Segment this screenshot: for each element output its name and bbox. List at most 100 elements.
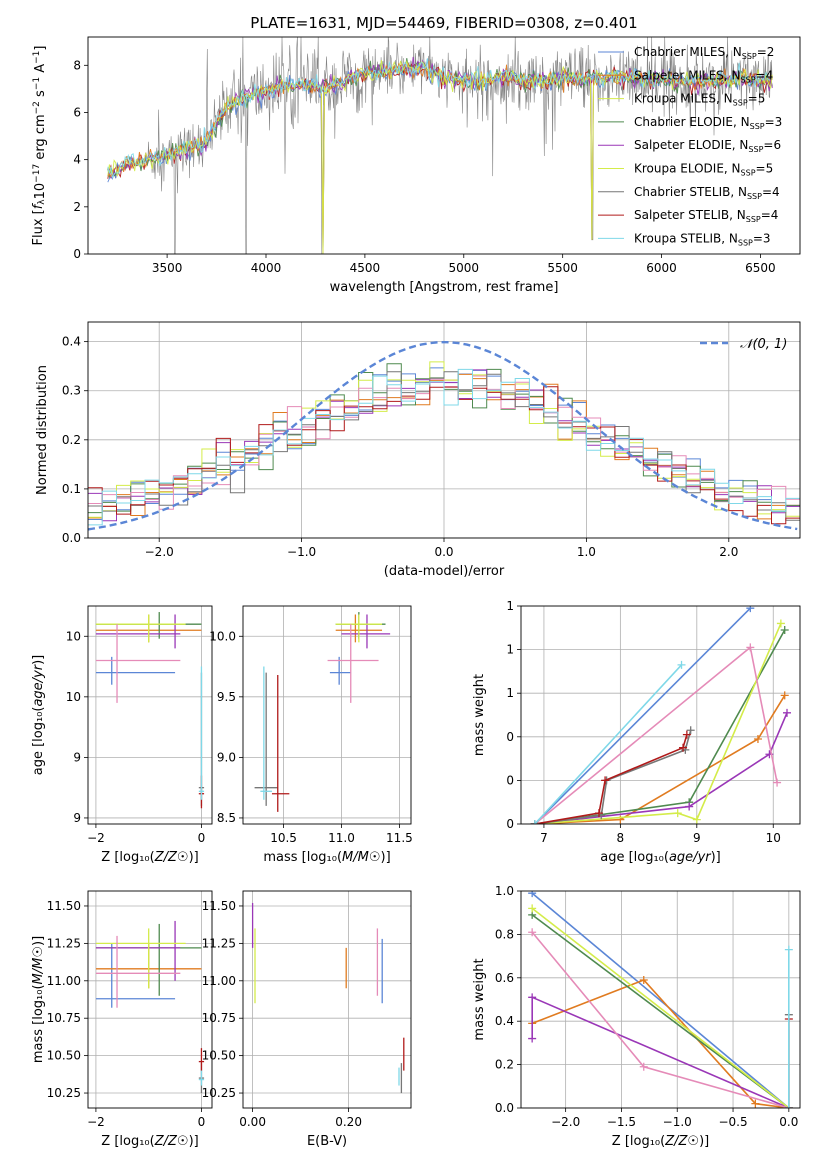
label-part: age/yr [669, 850, 712, 865]
legend-nssp: =4 [762, 185, 780, 199]
plot-area [88, 606, 212, 824]
figure-title: PLATE=1631, MJD=54469, FIBERID=0308, z=0… [250, 14, 637, 32]
panel-8: −2.0 −1.5 −1.0 −0.5 0.0 0.0 0.2 0.4 0.6 0.8 1.0 Z [… [472, 884, 801, 1149]
weight-line-cyan [534, 664, 683, 824]
y-tick-label: 11.25 [202, 936, 236, 950]
legend-entry: Salpeter MILES, NSSP=4 [634, 68, 773, 84]
y-tick-label: 1 [506, 643, 514, 657]
panel-2: −2.0 −1.0 0.0 1.0 2.0 0.0 0.1 0.2 0.3 0.4 (data-mo… [35, 321, 801, 579]
y-label-part: −1 [32, 77, 42, 90]
y-tick-label: 0 [506, 730, 514, 744]
label-part: Z [log₁₀( [101, 850, 154, 865]
legend-nssp: =4 [761, 208, 779, 222]
label-part: )] [189, 1134, 199, 1149]
label-part: Z [log₁₀( [612, 1134, 665, 1149]
axes-frame [520, 890, 801, 1109]
y-tick-label: 9 [73, 811, 81, 825]
x-tick-label: −0.5 [718, 1115, 747, 1129]
legend: Chabrier MILES, NSSP=2 Salpeter MILES, NS… [598, 45, 782, 247]
weight-marker [528, 993, 537, 1002]
x-tick-label: 2.0 [719, 545, 738, 559]
x-tick-label: 3500 [152, 261, 183, 275]
label-part: age/yr [31, 663, 46, 706]
legend-subscript: SSP [738, 238, 753, 247]
x-tick-label: 0 [198, 1115, 206, 1129]
x-tick-label: 0.0 [779, 1115, 798, 1129]
histogram-cyan [88, 368, 800, 526]
legend-entry: Kroupa STELIB, NSSP=3 [634, 231, 771, 247]
panel-7: 0.00 0.20 10.25 10.50 10.75 11.00 11.25 11.50 E(… [202, 890, 412, 1149]
legend-subscript: SSP [742, 52, 757, 61]
weight-marker [780, 625, 789, 634]
y-tick-label: 10 [66, 690, 81, 704]
label-part: Z/Z☉ [154, 1134, 189, 1149]
y-label-part: 10 [33, 183, 48, 200]
label-part: mass [log₁₀( [31, 984, 46, 1063]
weight-marker [685, 802, 694, 811]
weight-marker [639, 1062, 648, 1071]
y-label-part: −17 [32, 164, 42, 183]
panel-4: 10.5 11.0 11.5 8.5 9.0 9.5 10.0 mass [log₁₀(M/M… [209, 605, 413, 865]
y-tick-label: 11.50 [47, 899, 81, 913]
x-tick-label: 0.00 [239, 1115, 266, 1129]
y-tick-label: 0 [506, 817, 514, 831]
legend-entry: Chabrier MILES, NSSP=2 [634, 45, 774, 61]
x-tick-label: 0 [198, 831, 206, 845]
plot-area [88, 322, 800, 538]
x-tick-label: 1.0 [577, 545, 596, 559]
y-label-part: Flux [ [31, 209, 46, 245]
legend-entry: Kroupa MILES, NSSP=5 [634, 92, 765, 108]
label-part: )] [31, 936, 46, 946]
label-part: Z [log₁₀( [101, 1134, 154, 1149]
x-tick-label: −2.0 [145, 545, 174, 559]
axes-frame [87, 321, 801, 539]
y-label-part: A [33, 64, 48, 77]
legend-nssp: =3 [765, 115, 783, 129]
legend-nssp: =5 [756, 162, 774, 176]
legend-subscript: SSP [748, 145, 763, 154]
x-tick-label: 10 [766, 831, 781, 845]
x-tick-label: 11.0 [328, 831, 355, 845]
y-tick-label: 0.2 [495, 1058, 514, 1072]
x-tick-label: 4500 [350, 261, 381, 275]
legend-subscript: SSP [741, 169, 756, 178]
spectrum-green [107, 58, 773, 178]
panel-6: −2 0 10.25 10.50 10.75 11.00 11.25 11.50 Z [log₁… [31, 890, 213, 1149]
weight-marker [751, 1099, 760, 1108]
x-axis-label: Z [log₁₀(Z/Z☉)] [612, 1134, 709, 1149]
weight-line-orange [534, 694, 786, 824]
y-tick-label: 0.3 [62, 384, 81, 398]
x-tick-label: 9 [693, 831, 701, 845]
legend-entry: Salpeter ELODIE, NSSP=6 [634, 138, 781, 154]
y-tick-label: 10.75 [47, 1011, 81, 1025]
plot-area [521, 891, 800, 1108]
weight-marker [528, 891, 537, 898]
x-tick-label: −2 [87, 831, 105, 845]
y-tick-label: 1.0 [495, 884, 514, 898]
legend-nssp: =4 [756, 68, 774, 82]
legend-nssp: =2 [757, 45, 775, 59]
legend-entry: Chabrier ELODIE, NSSP=3 [634, 115, 782, 131]
y-axis-label: Normed distribution [35, 365, 50, 495]
weight-line-pink [534, 645, 778, 824]
legend-subscript: SSP [750, 122, 765, 131]
y-tick-label: 1 [506, 686, 514, 700]
y-axis-label: Flux [fλ10−17 erg cm−2 s−1 A−1] [31, 46, 48, 246]
y-label-part: erg cm [33, 114, 48, 163]
y-tick-label: 9.5 [217, 690, 236, 704]
label-part: M/M☉ [31, 946, 46, 984]
x-tick-label: −1.0 [663, 1115, 692, 1129]
weight-marker [784, 1104, 793, 1108]
weight-marker [639, 975, 648, 984]
x-tick-label: −2 [87, 1115, 105, 1129]
histogram-yellow [88, 361, 800, 518]
legend-nssp: =3 [753, 231, 771, 245]
weight-marker [677, 660, 686, 669]
y-label-part: s [33, 90, 48, 101]
weight-line-green [531, 914, 790, 1108]
spectrum-cyan [107, 58, 773, 180]
weight-marker [780, 691, 789, 700]
legend-subscript: SSP [747, 192, 762, 201]
y-tick-label: 8 [73, 58, 81, 72]
